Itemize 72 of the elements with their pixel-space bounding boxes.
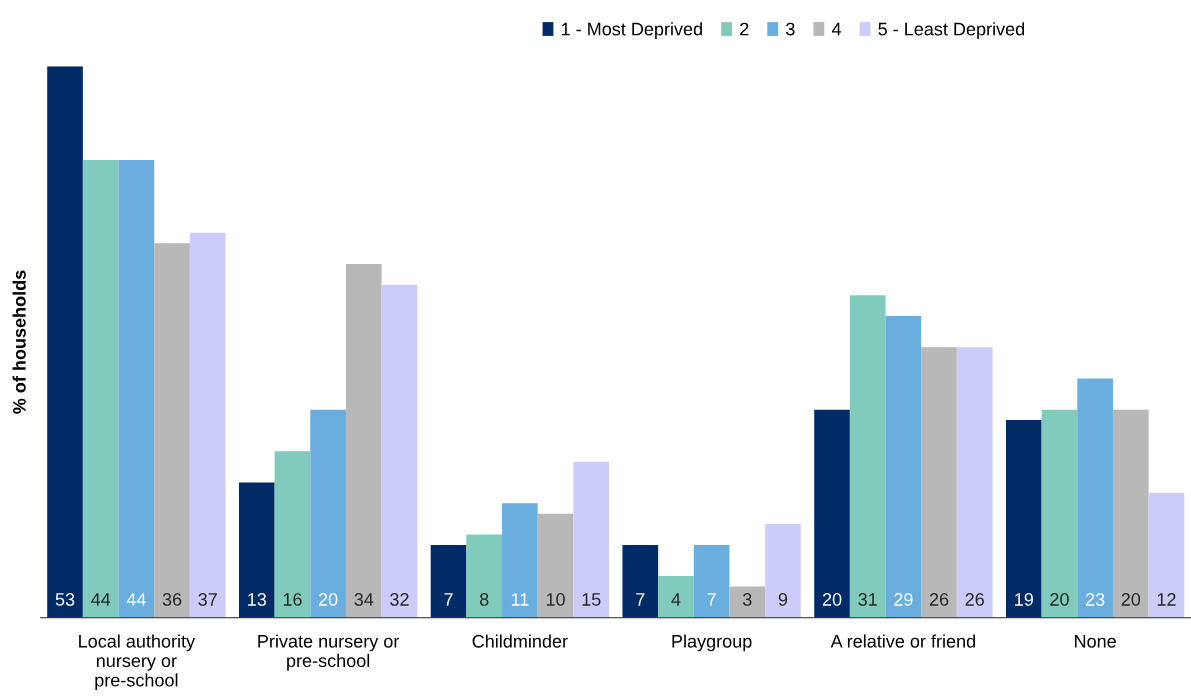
data-label: 53 bbox=[55, 593, 75, 606]
data-label: 19 bbox=[1015, 593, 1033, 606]
bar bbox=[573, 461, 610, 618]
data-label: 9 bbox=[778, 593, 788, 606]
x-tick-label: None bbox=[1075, 635, 1116, 648]
bar bbox=[430, 544, 467, 618]
bar bbox=[47, 66, 83, 618]
data-label: 20 bbox=[1121, 593, 1141, 606]
bar bbox=[1005, 420, 1042, 618]
bar bbox=[502, 503, 538, 618]
data-label: 8 bbox=[479, 593, 489, 606]
data-label: 26 bbox=[965, 593, 984, 606]
x-tick-label: Childminder bbox=[472, 634, 568, 648]
data-label: 13 bbox=[248, 593, 267, 606]
bar bbox=[381, 284, 418, 618]
bar bbox=[849, 295, 886, 618]
data-label: 31 bbox=[858, 593, 877, 606]
legend-label: 2 bbox=[740, 22, 749, 36]
bar bbox=[921, 347, 957, 618]
bar bbox=[729, 586, 766, 618]
data-label: 32 bbox=[390, 593, 409, 606]
data-label: 36 bbox=[162, 593, 182, 606]
data-label: 16 bbox=[283, 593, 302, 606]
data-label: 34 bbox=[354, 593, 374, 606]
data-label: 37 bbox=[198, 593, 217, 606]
bar bbox=[693, 544, 730, 618]
bar bbox=[537, 513, 574, 618]
bar bbox=[274, 451, 311, 618]
data-label: 20 bbox=[822, 593, 842, 606]
x-tick-label: Local authority nursery or pre-school bbox=[79, 634, 196, 691]
legend-label: 3 bbox=[786, 22, 795, 36]
bar bbox=[1041, 409, 1078, 618]
data-label: 15 bbox=[582, 593, 601, 606]
bar bbox=[345, 263, 382, 618]
x-tick-label: Private nursery or pre-school bbox=[258, 634, 400, 671]
data-label: 12 bbox=[1157, 593, 1176, 606]
bar bbox=[1148, 492, 1185, 618]
x-tick-label: Playgroup bbox=[672, 634, 752, 652]
data-label: 26 bbox=[929, 593, 949, 606]
legend-label: 4 bbox=[831, 22, 842, 36]
data-label: 20 bbox=[1050, 593, 1069, 606]
data-label: 44 bbox=[91, 593, 111, 606]
data-label: 11 bbox=[511, 593, 529, 606]
data-label: 4 bbox=[671, 593, 681, 606]
y-axis-title: % of households bbox=[12, 270, 26, 414]
data-label: 29 bbox=[894, 593, 913, 606]
bar bbox=[956, 347, 993, 618]
bar bbox=[814, 409, 850, 618]
bar bbox=[82, 159, 119, 618]
bar bbox=[238, 482, 275, 618]
data-label: 7 bbox=[444, 593, 453, 606]
bar bbox=[1112, 409, 1149, 618]
bar bbox=[189, 232, 226, 618]
legend-label: 5 - Least Deprived bbox=[878, 22, 1025, 40]
bar bbox=[310, 409, 346, 618]
data-label: 7 bbox=[707, 593, 716, 606]
legend-label: 1 - Most Deprived bbox=[562, 22, 702, 40]
bar bbox=[1077, 378, 1113, 618]
x-tick-label: A relative or friend bbox=[830, 634, 975, 648]
bar bbox=[765, 524, 801, 618]
data-label: 10 bbox=[546, 593, 565, 606]
bar bbox=[885, 316, 922, 618]
bar bbox=[154, 243, 190, 618]
bar bbox=[658, 576, 694, 618]
bar bbox=[118, 159, 155, 618]
bar bbox=[466, 534, 503, 618]
bar bbox=[622, 544, 659, 618]
data-label: 3 bbox=[742, 593, 752, 606]
data-label: 7 bbox=[636, 593, 645, 606]
data-label: 44 bbox=[126, 593, 146, 606]
data-label: 23 bbox=[1085, 593, 1105, 606]
data-label: 20 bbox=[318, 593, 338, 606]
